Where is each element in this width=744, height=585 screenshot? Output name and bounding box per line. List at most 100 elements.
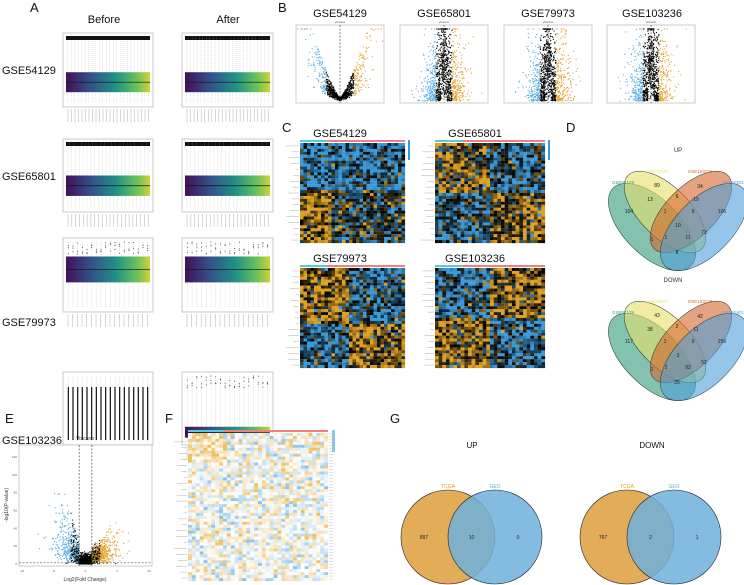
volcano-point bbox=[349, 90, 352, 92]
volcano-point bbox=[552, 60, 554, 62]
volcano-point bbox=[442, 75, 444, 77]
volcano-point bbox=[641, 100, 643, 102]
volcano-point bbox=[336, 94, 338, 96]
volcano-point bbox=[632, 48, 634, 51]
volcano-point bbox=[444, 33, 446, 36]
volcano-point bbox=[438, 72, 441, 74]
heatmap-cell bbox=[317, 143, 322, 147]
boxplot-outliers bbox=[100, 387, 102, 440]
volcano-point bbox=[638, 93, 640, 95]
volcano-point bbox=[422, 85, 424, 88]
volcano-point bbox=[648, 37, 650, 39]
volcano-point bbox=[355, 92, 357, 94]
boxplot-outlier-point bbox=[229, 243, 231, 245]
volcano-point bbox=[439, 36, 441, 38]
volcano-point bbox=[553, 74, 555, 76]
volcano-point bbox=[426, 83, 429, 85]
volcano-point bbox=[637, 52, 639, 55]
boxplot-outlier-point bbox=[196, 377, 198, 379]
volcano-point bbox=[435, 47, 438, 49]
volcano-point bbox=[468, 99, 470, 101]
volcano-point bbox=[561, 30, 563, 32]
volcano-point bbox=[448, 52, 450, 54]
volcano-point bbox=[657, 62, 659, 64]
volcano-point bbox=[431, 98, 433, 101]
volcano-point bbox=[662, 68, 665, 70]
volcano-point bbox=[660, 82, 662, 85]
boxplot-outlier-point bbox=[142, 247, 144, 249]
volcano-point bbox=[377, 28, 379, 30]
volcano-point bbox=[307, 75, 309, 78]
volcano-point bbox=[418, 100, 420, 102]
boxplot-outlier-point bbox=[257, 244, 259, 246]
panel-label-a: A bbox=[30, 0, 39, 15]
volcano-point bbox=[532, 94, 534, 96]
volcano-point bbox=[637, 70, 639, 72]
volcano-point bbox=[352, 80, 354, 82]
boxplot-outliers bbox=[255, 36, 260, 40]
volcano-point bbox=[644, 34, 647, 36]
volcano-point bbox=[531, 77, 534, 80]
volcano-point bbox=[525, 74, 527, 76]
boxplot-outlier-point bbox=[219, 251, 221, 253]
boxplot-outlier-point bbox=[95, 251, 97, 253]
volcano-point bbox=[346, 93, 348, 95]
volcano-point bbox=[660, 54, 662, 56]
volcano-point bbox=[633, 81, 635, 83]
volcano-point bbox=[641, 28, 643, 30]
volcano-point bbox=[663, 79, 665, 81]
column-after-label: After bbox=[216, 14, 240, 26]
volcano-point bbox=[435, 62, 437, 64]
volcano-point bbox=[545, 99, 547, 102]
volcano-point bbox=[541, 78, 543, 80]
volcano-point bbox=[444, 96, 446, 98]
volcano-point bbox=[332, 94, 334, 96]
volcano-point bbox=[346, 97, 348, 99]
volcano-point bbox=[317, 51, 319, 53]
volcano-point bbox=[556, 66, 558, 69]
volcano-point bbox=[347, 95, 350, 97]
volcano-point bbox=[532, 69, 534, 71]
volcano-point bbox=[558, 94, 561, 96]
boxplot-outlier-point bbox=[196, 246, 198, 248]
volcano-point bbox=[641, 92, 643, 94]
volcano-point bbox=[647, 28, 649, 30]
volcano-point bbox=[347, 82, 350, 84]
volcano-point bbox=[628, 99, 630, 101]
volcano-point bbox=[529, 65, 532, 67]
volcano-point bbox=[441, 56, 443, 58]
volcano-point bbox=[452, 91, 454, 93]
volcano-point bbox=[548, 28, 550, 30]
volcano-point bbox=[636, 99, 638, 102]
volcano-point bbox=[619, 87, 622, 89]
volcano-point bbox=[430, 95, 432, 97]
volcano-point bbox=[366, 37, 368, 39]
volcano-point bbox=[660, 78, 663, 81]
volcano-point bbox=[441, 31, 444, 33]
volcano-point bbox=[316, 60, 318, 62]
heatmap-cell bbox=[345, 148, 350, 152]
volcano-point bbox=[450, 92, 452, 94]
volcano-point bbox=[527, 28, 529, 30]
volcano-point bbox=[438, 31, 440, 34]
volcano-point bbox=[546, 41, 548, 43]
volcano-point bbox=[434, 68, 436, 70]
volcano-point bbox=[446, 79, 448, 81]
volcano-point bbox=[456, 91, 458, 93]
volcano-point bbox=[411, 89, 413, 92]
boxplot-outliers bbox=[137, 387, 139, 440]
volcano-point bbox=[458, 62, 460, 64]
volcano-point bbox=[463, 90, 465, 92]
volcano-point bbox=[550, 80, 553, 82]
volcano-point bbox=[437, 92, 439, 94]
volcano-point bbox=[440, 76, 443, 78]
volcano-point bbox=[550, 89, 552, 92]
volcano-point bbox=[462, 85, 465, 87]
volcano-point bbox=[326, 79, 328, 81]
volcano-point bbox=[431, 76, 433, 78]
volcano-point bbox=[444, 39, 447, 41]
volcano-point bbox=[439, 92, 441, 94]
volcano-point bbox=[366, 80, 368, 82]
volcano-point bbox=[635, 28, 638, 31]
volcano-point bbox=[655, 46, 658, 48]
